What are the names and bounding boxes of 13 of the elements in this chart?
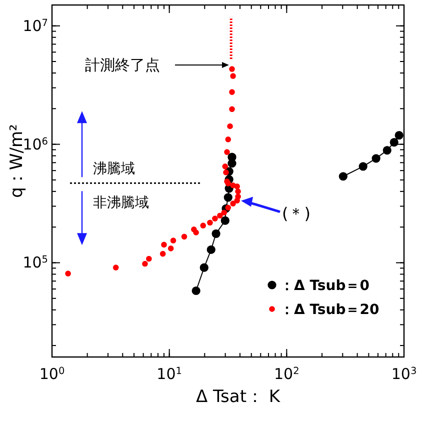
x-tick-label: 10$^{3}$ <box>391 365 417 383</box>
x-axis-title: Δ Tsat： K <box>196 387 281 407</box>
annotation: 沸騰域 <box>93 161 135 177</box>
x-tick-label: 10$^{1}$ <box>156 365 182 383</box>
x-tick-label: 10$^{0}$ <box>39 365 65 383</box>
annotation: (＊) <box>282 204 310 223</box>
y-tick-label: 10$^{7}$ <box>22 16 48 35</box>
annotation: 計測終了点 <box>85 56 160 74</box>
y-tick-label: 10$^{5}$ <box>22 254 48 272</box>
legend-label: ：Δ Tsub＝0 <box>280 278 370 294</box>
legend-label: ：Δ Tsub＝20 <box>280 302 380 318</box>
x-tick-label: 10$^{2}$ <box>274 365 300 383</box>
annotation: 非沸騰域 <box>93 195 149 211</box>
